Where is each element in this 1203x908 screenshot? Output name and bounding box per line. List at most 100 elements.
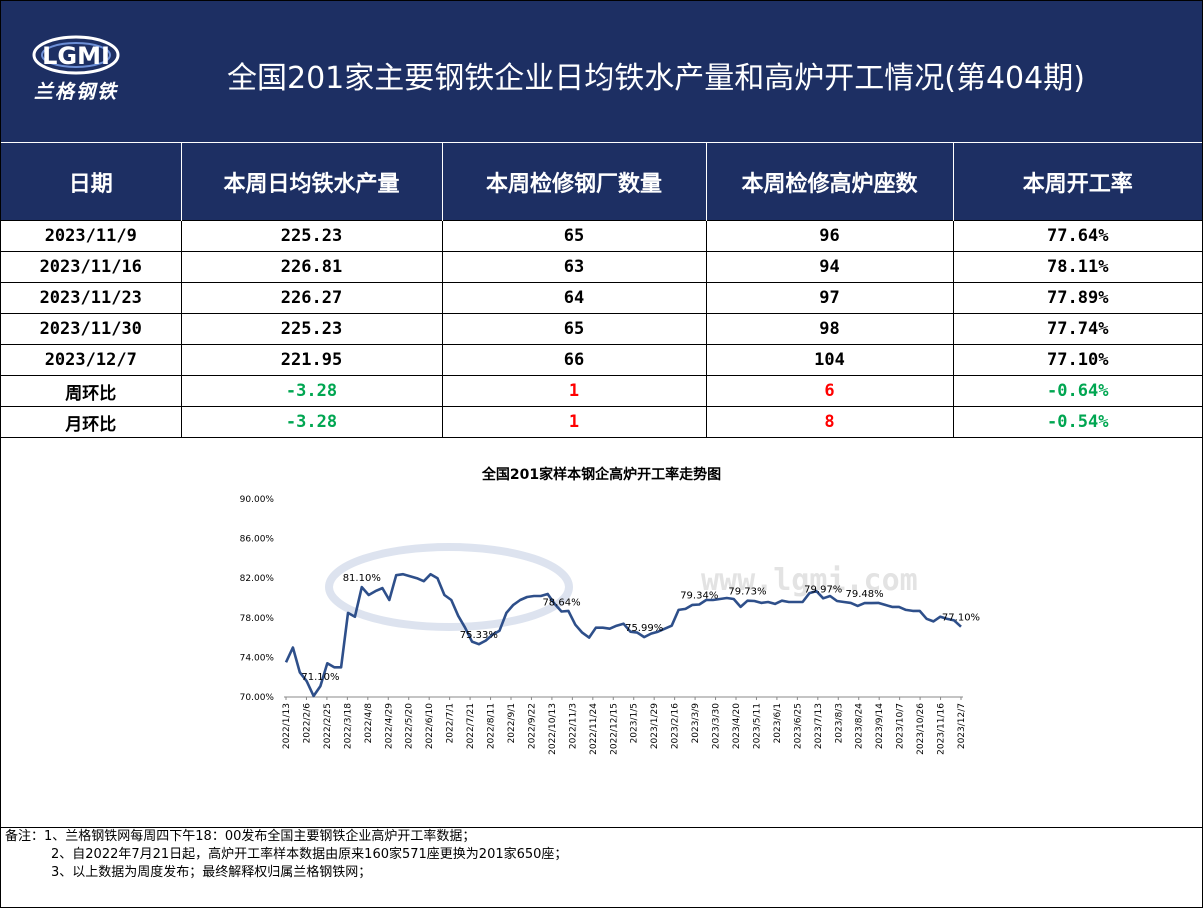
lgmi-logo: LGMI <box>32 35 120 75</box>
footnote-1: 备注：1、兰格钢铁网每周四下午18：00发布全国主要钢铁企业高炉开工率数据； <box>5 829 476 844</box>
footnotes: 备注：1、兰格钢铁网每周四下午18：00发布全国主要钢铁企业高炉开工率数据； 2… <box>1 827 1202 908</box>
x-tick-label: 2022/12/15 <box>609 703 619 755</box>
table-row: 2023/11/9 225.23 65 96 77.64% <box>1 220 1202 252</box>
table-row: 月环比 -3.28 1 8 -0.54% <box>1 406 1202 438</box>
table-cell: 225.23 <box>180 313 443 345</box>
x-tick-label: 2022/11/24 <box>589 703 599 755</box>
x-tick-label: 2023/11/16 <box>937 703 947 755</box>
x-tick-label: 2023/1/5 <box>630 703 640 743</box>
x-tick-label: 2023/3/30 <box>712 703 722 749</box>
table-cell: 65 <box>441 313 707 345</box>
table-cell: 64 <box>441 282 707 314</box>
line-chart: www.lgmi.com70.00%74.00%78.00%82.00%86.0… <box>240 495 980 755</box>
x-tick-label: 2023/6/1 <box>773 703 783 743</box>
x-tick-label: 2023/10/26 <box>916 703 926 755</box>
x-tick-label: 2023/6/25 <box>793 703 803 749</box>
x-tick-label: 2022/6/10 <box>425 703 435 749</box>
report-header: LGMI 兰格钢铁 全国201家主要钢铁企业日均铁水产量和高炉开工情况(第404… <box>1 1 1202 142</box>
table-cell: 2023/12/7 <box>1 344 182 376</box>
y-tick-label: 82.00% <box>240 574 275 584</box>
chart-title: 全国201家样本钢企高炉开工率走势图 <box>481 467 722 483</box>
x-tick-label: 2022/2/6 <box>302 703 312 744</box>
table-cell: 78.11% <box>952 251 1202 283</box>
data-label: 79.48% <box>846 589 884 600</box>
x-tick-label: 2023/3/9 <box>691 703 701 744</box>
x-tick-label: 2022/5/20 <box>405 703 415 749</box>
table-cell: 2023/11/16 <box>1 251 182 283</box>
table-cell: 77.64% <box>952 220 1202 252</box>
x-tick-label: 2022/7/1 <box>446 703 456 743</box>
y-tick-label: 74.00% <box>240 653 275 663</box>
table-cell: 2023/11/23 <box>1 282 182 314</box>
table-cell: 6 <box>705 375 954 407</box>
x-tick-label: 2023/5/11 <box>752 703 762 749</box>
data-label: 79.97% <box>804 584 842 595</box>
data-label: 81.10% <box>343 573 381 584</box>
table-cell: 226.81 <box>180 251 443 283</box>
data-label: 75.33% <box>460 630 498 641</box>
watermark-logo <box>325 543 573 631</box>
y-tick-label: 86.00% <box>240 535 275 545</box>
y-tick-label: 90.00% <box>240 495 275 505</box>
column-header: 本周检修钢厂数量 <box>442 142 707 221</box>
table-cell: 月环比 <box>1 406 182 438</box>
footnote-3: 3、以上数据为周度发布；最终解释权归属兰格钢铁网； <box>51 865 372 880</box>
table-cell: -3.28 <box>180 406 443 438</box>
table-cell: 221.95 <box>180 344 443 376</box>
x-tick-label: 2022/2/25 <box>323 703 333 749</box>
table-row: 周环比 -3.28 1 6 -0.64% <box>1 375 1202 407</box>
data-table: 日期 本周日均铁水产量 本周检修钢厂数量 本周检修高炉座数 本周开工率 2023… <box>1 142 1202 438</box>
table-row: 2023/11/23 226.27 64 97 77.89% <box>1 282 1202 314</box>
data-label: 79.34% <box>680 591 718 602</box>
y-tick-label: 70.00% <box>240 693 275 703</box>
table-cell: 77.74% <box>952 313 1202 345</box>
x-tick-label: 2022/4/8 <box>364 703 374 744</box>
x-tick-label: 2023/9/14 <box>875 703 885 749</box>
table-cell: -0.64% <box>952 375 1202 407</box>
table-cell: 226.27 <box>180 282 443 314</box>
x-tick-label: 2023/8/24 <box>855 703 865 749</box>
x-tick-label: 2023/8/3 <box>834 703 844 743</box>
table-cell: 66 <box>441 344 707 376</box>
table-cell: 77.89% <box>952 282 1202 314</box>
table-cell: 2023/11/9 <box>1 220 182 252</box>
x-tick-label: 2023/4/20 <box>732 703 742 749</box>
x-tick-label: 2022/7/21 <box>466 703 476 749</box>
x-tick-label: 2023/10/7 <box>896 703 906 749</box>
x-tick-label: 2023/7/13 <box>814 703 824 749</box>
x-tick-label: 2022/4/29 <box>384 703 394 749</box>
table-cell: 2023/11/30 <box>1 313 182 345</box>
x-tick-label: 2022/1/13 <box>282 703 292 749</box>
table-cell: 94 <box>705 251 954 283</box>
x-tick-label: 2022/10/13 <box>548 703 558 755</box>
table-row: 2023/12/7 221.95 66 104 77.10% <box>1 344 1202 376</box>
column-header: 本周开工率 <box>953 142 1202 221</box>
footnote-2: 2、自2022年7月21日起，高炉开工率样本数据由原来160家571座更换为20… <box>51 847 568 862</box>
x-tick-label: 2023/1/29 <box>650 703 660 749</box>
x-tick-label: 2022/8/11 <box>487 703 497 749</box>
column-header: 本周日均铁水产量 <box>181 142 443 221</box>
x-tick-label: 2022/9/22 <box>527 703 537 749</box>
series-line <box>284 572 962 698</box>
x-tick-label: 2023/12/7 <box>957 703 967 749</box>
x-tick-label: 2022/11/3 <box>568 703 578 749</box>
table-cell: 98 <box>705 313 954 345</box>
data-label: 79.73% <box>728 587 766 598</box>
x-tick-label: 2022/9/1 <box>507 703 517 743</box>
data-label: 71.10% <box>301 672 339 683</box>
x-tick-label: 2023/2/16 <box>671 703 681 749</box>
column-header: 日期 <box>1 142 182 221</box>
column-header: 本周检修高炉座数 <box>706 142 954 221</box>
table-cell: 65 <box>441 220 707 252</box>
chart-area: 全国201家样本钢企高炉开工率走势图 www.lgmi.com 70.00% 74.… <box>1 442 1202 828</box>
data-label: 75.99% <box>625 623 663 634</box>
table-cell: 77.10% <box>952 344 1202 376</box>
table-cell: 1 <box>441 406 707 438</box>
table-cell: -0.54% <box>952 406 1202 438</box>
data-label: 78.64% <box>542 597 580 608</box>
table-cell: 8 <box>705 406 954 438</box>
logo-text: 兰格钢铁 <box>34 81 119 103</box>
y-tick-label: 78.00% <box>240 614 275 624</box>
data-label: 77.10% <box>942 613 980 624</box>
